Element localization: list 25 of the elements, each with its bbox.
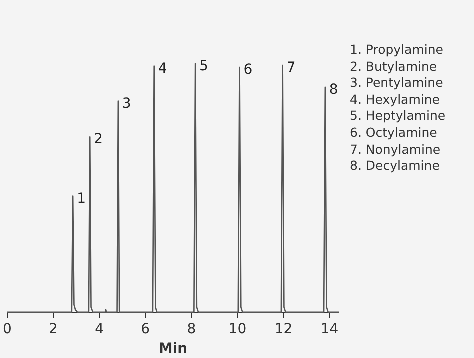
- x-axis-title: Min: [158, 341, 188, 358]
- annotation: 4: [158, 60, 168, 77]
- x-tick-label: 14: [320, 321, 339, 338]
- x-tick-label: 8: [187, 321, 196, 338]
- text: 5. Heptylamine: [350, 108, 446, 125]
- text: 6. Octylamine: [350, 124, 438, 142]
- annotation: 6: [244, 62, 253, 78]
- text: 8. Decylamine: [350, 158, 441, 175]
- x-tick-label: 2: [49, 321, 58, 338]
- annotation: 2: [94, 132, 104, 148]
- x-tick-label: 0: [2, 321, 12, 338]
- text: 2. Butylamine: [350, 58, 438, 76]
- annotation: 3: [122, 96, 132, 112]
- text: 1. Propylamine: [350, 42, 444, 59]
- x-tick-label: 10: [228, 321, 247, 338]
- annotation: 1: [77, 190, 86, 207]
- annotation: 8: [329, 82, 338, 98]
- annotation: 7: [286, 60, 296, 76]
- x-tick-label: 6: [141, 321, 150, 338]
- annotation: 5: [200, 58, 208, 74]
- x-tick-label: 4: [95, 321, 104, 338]
- x-tick-label: 12: [274, 321, 293, 338]
- text: 4. Hexylamine: [350, 92, 441, 108]
- text: 7. Nonylamine: [350, 142, 442, 158]
- text: 3. Pentylamine: [350, 75, 444, 92]
